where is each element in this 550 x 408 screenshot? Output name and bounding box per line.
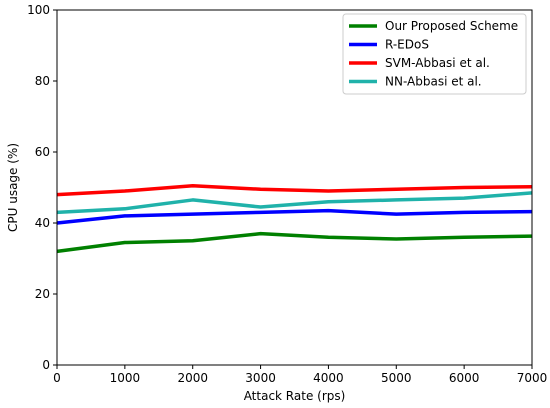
y-tick-label: 20 (35, 287, 50, 301)
y-tick-label: 80 (35, 74, 50, 88)
legend-label-1: Our Proposed Scheme (385, 19, 518, 33)
y-axis-label: CPU usage (%) (6, 143, 20, 232)
y-tick-label: 100 (27, 3, 50, 17)
series-line-4 (56, 191, 533, 215)
x-tick-label: 7000 (517, 371, 548, 385)
x-axis-label: Attack Rate (rps) (244, 389, 346, 403)
x-tick-label: 2000 (177, 371, 208, 385)
y-tick-label: 60 (35, 145, 50, 159)
series-line-1 (56, 231, 533, 254)
legend-label-4: NN-Abbasi et al. (385, 75, 482, 89)
x-tick-label: 5000 (381, 371, 412, 385)
series-line-2 (56, 208, 533, 225)
x-tick-label: 6000 (449, 371, 480, 385)
x-tick-label: 4000 (313, 371, 344, 385)
legend-label-3: SVM-Abbasi et al. (385, 56, 490, 70)
series-line-3 (56, 183, 533, 197)
series-layer (56, 183, 533, 254)
y-axis-ticks: 0 20 40 60 80 100 (27, 3, 57, 372)
y-tick-label: 40 (35, 216, 50, 230)
x-axis-ticks: 0 1000 2000 3000 4000 5000 6000 7000 (53, 365, 547, 385)
x-tick-label: 0 (53, 371, 61, 385)
y-tick-label: 0 (42, 358, 50, 372)
x-tick-label: 1000 (110, 371, 141, 385)
legend-label-2: R-EDoS (385, 38, 429, 52)
x-tick-label: 3000 (245, 371, 276, 385)
legend: Our Proposed Scheme R-EDoS SVM-Abbasi et a… (342, 13, 527, 95)
plot-frame (56, 9, 533, 366)
legend-box (342, 13, 527, 95)
